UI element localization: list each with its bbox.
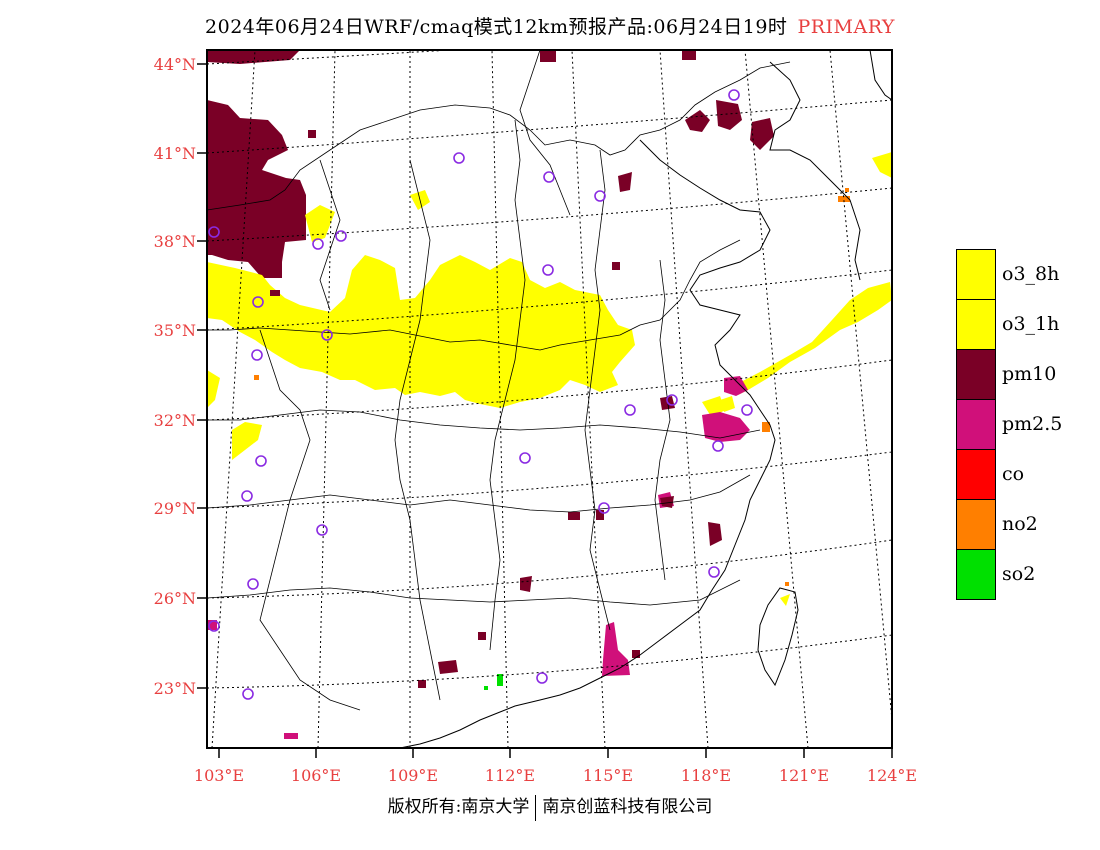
legend-swatch — [956, 249, 996, 300]
legend-swatch — [956, 399, 996, 450]
so2-spots — [484, 674, 503, 690]
legend-label: no2 — [1002, 513, 1038, 535]
lat-label-35: 35°N — [153, 321, 196, 340]
lon-label-118: 118°E — [680, 766, 732, 785]
map-title: 2024年06月24日WRF/cmaq模式12km预报产品:06月24日19时 P… — [0, 12, 1100, 39]
map-frame — [206, 49, 893, 749]
lat-label-41: 41°N — [153, 144, 196, 163]
lat-label-23: 23°N — [153, 679, 196, 698]
legend-swatch — [956, 499, 996, 550]
pm10-area-north-edge — [207, 50, 300, 64]
station-markers — [208, 89, 753, 700]
legend-label: pm2.5 — [1002, 413, 1063, 435]
legend-label: so2 — [1002, 563, 1036, 585]
lat-label-44: 44°N — [153, 55, 196, 74]
graticule — [207, 50, 892, 748]
primary-tag: PRIMARY — [797, 16, 895, 38]
lat-label-26: 26°N — [153, 589, 196, 608]
axis-ticks — [197, 63, 893, 758]
lat-label-32: 32°N — [153, 411, 196, 430]
lon-label-109: 109°E — [387, 766, 439, 785]
legend-swatch — [956, 349, 996, 400]
pm10-area-northwest — [207, 100, 306, 278]
legend-swatch — [956, 299, 996, 350]
province-boundaries — [207, 50, 791, 711]
lon-label-103: 103°E — [193, 766, 245, 785]
o3-area-yellow-sea — [720, 152, 892, 606]
copyright-right: 南京创蓝科技有限公司 — [542, 797, 713, 817]
lon-label-115: 115°E — [582, 766, 634, 785]
map-content — [207, 50, 892, 748]
lon-label-124: 124°E — [866, 766, 918, 785]
lon-label-121: 121°E — [778, 766, 830, 785]
lat-label-38: 38°N — [153, 232, 196, 251]
legend-label: o3_8h — [1002, 263, 1060, 285]
no2-spots — [254, 188, 850, 586]
o3-area-central — [207, 190, 725, 460]
copyright-left: 版权所有:南京大学 — [387, 797, 530, 817]
legend-swatch — [956, 549, 996, 600]
legend-label: co — [1002, 463, 1025, 485]
copyright-footer: 版权所有:南京大学 南京创蓝科技有限公司 — [0, 792, 1100, 821]
legend-label: pm10 — [1002, 363, 1057, 385]
legend-swatch — [956, 449, 996, 500]
lat-label-29: 29°N — [153, 499, 196, 518]
lon-label-112: 112°E — [484, 766, 536, 785]
title-text: 2024年06月24日WRF/cmaq模式12km预报产品:06月24日19时 — [205, 16, 788, 38]
pm25-areas — [207, 376, 750, 739]
pm10-scattered — [270, 50, 774, 688]
lon-label-106: 106°E — [290, 766, 342, 785]
footer-divider — [535, 794, 537, 821]
coastline — [399, 50, 892, 748]
legend-label: o3_1h — [1002, 313, 1060, 335]
